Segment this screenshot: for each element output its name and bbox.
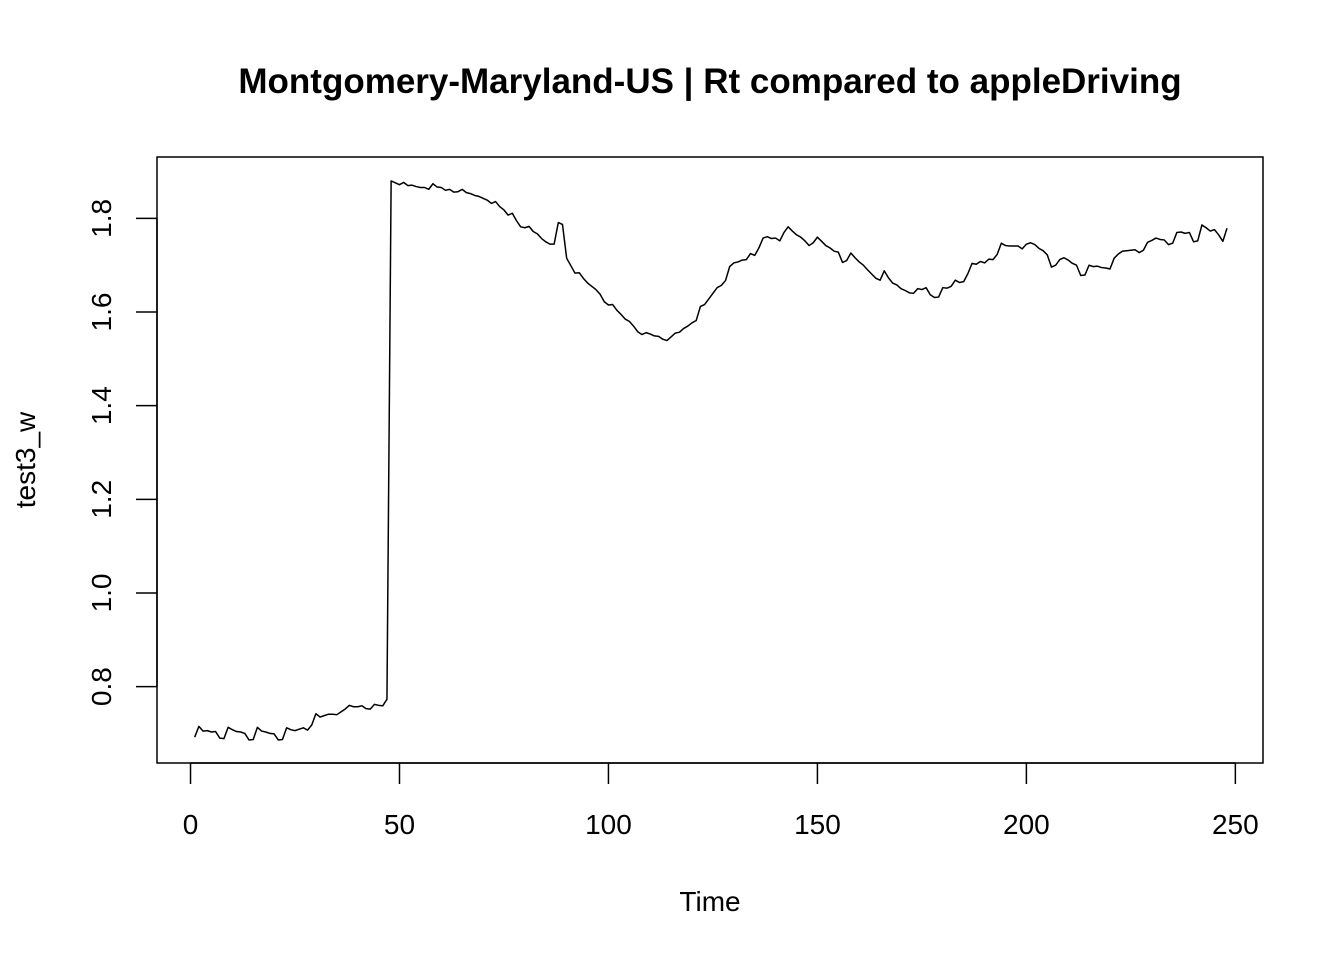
y-tick-label: 1.6 bbox=[86, 293, 117, 332]
x-axis-label: Time bbox=[679, 886, 740, 917]
y-tick-label: 1.0 bbox=[86, 573, 117, 612]
x-tick-label: 0 bbox=[183, 809, 199, 840]
x-tick-label: 50 bbox=[384, 809, 415, 840]
y-axis-label: test3_w bbox=[10, 411, 41, 508]
y-tick-label: 1.4 bbox=[86, 386, 117, 425]
x-axis-ticks: 0 50 100 150 200 250 bbox=[183, 763, 1259, 840]
x-tick-label: 250 bbox=[1212, 809, 1259, 840]
x-tick-label: 100 bbox=[585, 809, 632, 840]
x-tick-label: 200 bbox=[1003, 809, 1050, 840]
y-tick-label: 1.2 bbox=[86, 480, 117, 519]
x-tick-label: 150 bbox=[794, 809, 841, 840]
series-line bbox=[194, 180, 1228, 741]
y-axis-ticks: 0.8 1.0 1.2 1.4 1.6 1.8 bbox=[86, 199, 157, 706]
chart-title: Montgomery-Maryland-US | Rt compared to … bbox=[238, 62, 1181, 101]
y-tick-label: 1.8 bbox=[86, 199, 117, 238]
y-tick-label: 0.8 bbox=[86, 667, 117, 706]
